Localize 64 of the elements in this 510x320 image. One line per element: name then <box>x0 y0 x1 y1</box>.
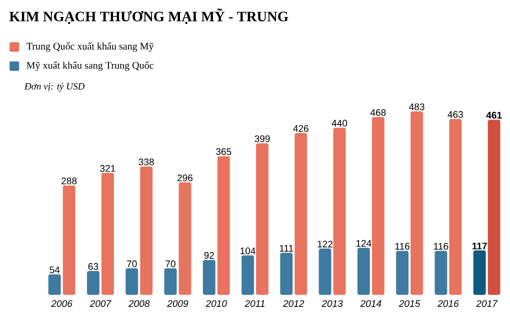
data-label: 365 <box>216 148 232 156</box>
data-label: 426 <box>293 125 308 132</box>
bar <box>164 268 177 295</box>
bar <box>396 250 409 295</box>
data-label: 399 <box>254 135 270 142</box>
chart-subtitle: Đơn vị: tỷ USD <box>24 82 85 92</box>
data-label: 111 <box>280 245 294 252</box>
x-tick-label: 2009 <box>167 300 188 307</box>
bar <box>488 120 500 295</box>
legend-label: Trung Quốc xuất khẩu sang Mỹ <box>26 42 154 52</box>
bar <box>294 133 308 295</box>
data-label: 116 <box>434 242 448 250</box>
data-label: 440 <box>332 120 348 127</box>
x-tick-label: 2006 <box>51 300 72 307</box>
bar <box>256 143 268 295</box>
data-label: 321 <box>100 165 116 172</box>
x-tick-label: 2008 <box>128 300 150 307</box>
bar <box>202 260 216 295</box>
data-label: 70 <box>127 260 137 268</box>
bar <box>101 172 114 295</box>
bar <box>449 118 462 295</box>
data-label: 461 <box>486 112 502 119</box>
x-tick-label: 2017 <box>476 300 498 307</box>
bar <box>178 182 192 295</box>
data-label: 463 <box>448 111 463 118</box>
x-tick-label: 2014 <box>360 300 382 307</box>
x-tick-label: 2013 <box>322 300 343 307</box>
bar <box>372 117 384 295</box>
bar <box>473 250 486 295</box>
bar <box>333 128 346 295</box>
data-label: 296 <box>177 174 193 182</box>
bar <box>140 166 153 295</box>
bar <box>434 250 448 295</box>
x-tick-label: 2015 <box>398 300 420 307</box>
data-label: 54 <box>50 266 60 274</box>
data-label: 63 <box>88 263 98 270</box>
bar <box>86 270 100 295</box>
bar <box>126 268 138 295</box>
data-label: 104 <box>240 247 256 254</box>
data-label: 124 <box>356 240 372 247</box>
bar <box>280 252 293 295</box>
data-label: 288 <box>62 178 77 184</box>
data-label: 122 <box>318 240 333 248</box>
data-label: 338 <box>138 158 154 166</box>
x-tick-label: 2010 <box>206 300 227 307</box>
x-tick-label: 2012 <box>282 300 304 307</box>
bar <box>410 111 424 295</box>
data-label: 70 <box>166 260 176 268</box>
bar <box>62 185 76 295</box>
x-tick-label: 2011 <box>244 300 264 307</box>
x-tick-label: 2016 <box>438 300 459 307</box>
data-label: 483 <box>409 103 424 110</box>
bar <box>217 156 230 295</box>
bar <box>242 255 254 295</box>
x-tick-label: 2007 <box>90 300 112 307</box>
bar <box>48 274 61 295</box>
data-label: 92 <box>204 252 214 259</box>
data-label: 116 <box>395 242 410 250</box>
bar <box>318 248 332 295</box>
data-label: 117 <box>472 242 487 250</box>
data-label: 468 <box>370 109 386 116</box>
bar <box>357 248 370 295</box>
chart-title: KIM NGẠCH THƯƠNG MẠI MỸ - TRUNG <box>9 8 288 24</box>
legend-label: Mỹ xuất khẩu sang Trung Quốc <box>26 61 154 71</box>
